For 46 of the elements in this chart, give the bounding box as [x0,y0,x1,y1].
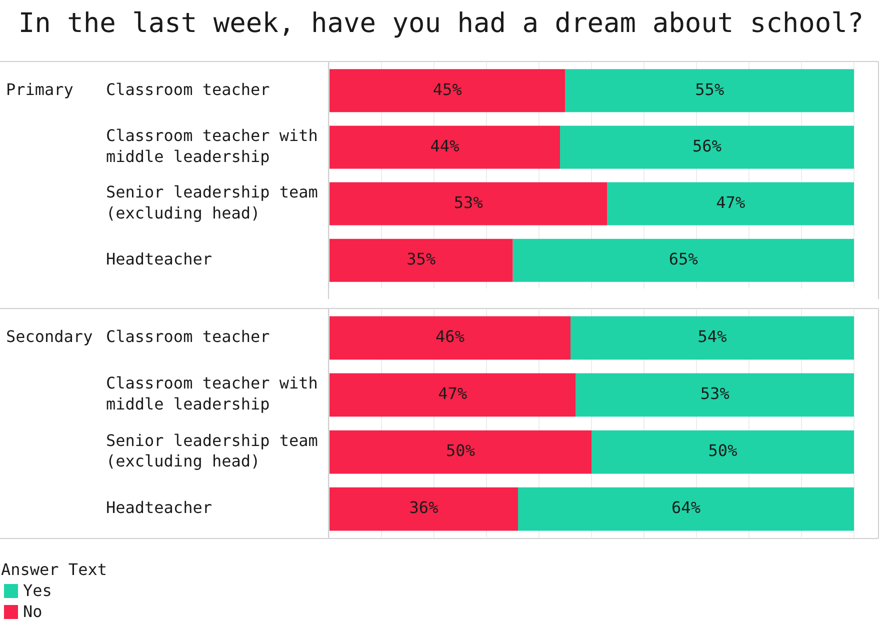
y-tick-label: Classroom teacher with middle leadership [106,374,318,414]
y-tick-label: Senior leadership team (excluding head) [106,430,318,471]
bar [607,182,854,226]
bar [330,373,576,417]
data-label: 47% [716,192,746,212]
data-label: 53% [700,384,730,404]
bar [592,430,854,474]
legend-label: Yes [23,581,52,600]
y-tick-label: Senior leadership team (excluding head) [106,182,318,222]
bar [330,316,570,360]
bar [512,238,854,282]
legend-title: Answer Text [1,560,108,580]
data-label: 54% [698,327,728,346]
chart-title: In the last week, have you had a dream about school? [17,7,865,41]
data-label: 44% [430,136,460,156]
bar [570,316,854,360]
data-label: 50% [446,441,476,460]
data-label: 47% [438,384,468,404]
y-axis-title: Secondary [6,327,94,346]
data-label: 36% [409,498,439,518]
data-label: 64% [672,498,701,518]
bar [330,126,560,169]
bar [560,126,854,169]
data-label: 56% [692,136,722,156]
y-axis-title: Primary [6,80,74,99]
bar [330,182,608,226]
data-label: 35% [406,249,436,268]
y-tick-label: Headteacher [106,249,212,268]
bar [330,69,566,112]
data-label: 45% [432,80,462,99]
data-label: 53% [454,192,484,212]
y-tick-label: Classroom teacher with middle leadership [106,126,318,166]
bar [576,373,854,417]
y-tick-label: Classroom teacher [106,327,270,346]
y-tick-label: Headteacher [106,498,212,518]
y-tick-label: Classroom teacher [106,80,270,99]
bar [330,430,592,474]
legend-label: No [23,602,42,621]
bar [565,69,854,112]
data-label: 55% [695,80,724,99]
data-label: 65% [668,249,698,268]
data-label: 50% [708,441,738,460]
bar [330,487,518,531]
bar [518,487,854,531]
bar [330,238,513,282]
data-label: 46% [436,327,465,346]
